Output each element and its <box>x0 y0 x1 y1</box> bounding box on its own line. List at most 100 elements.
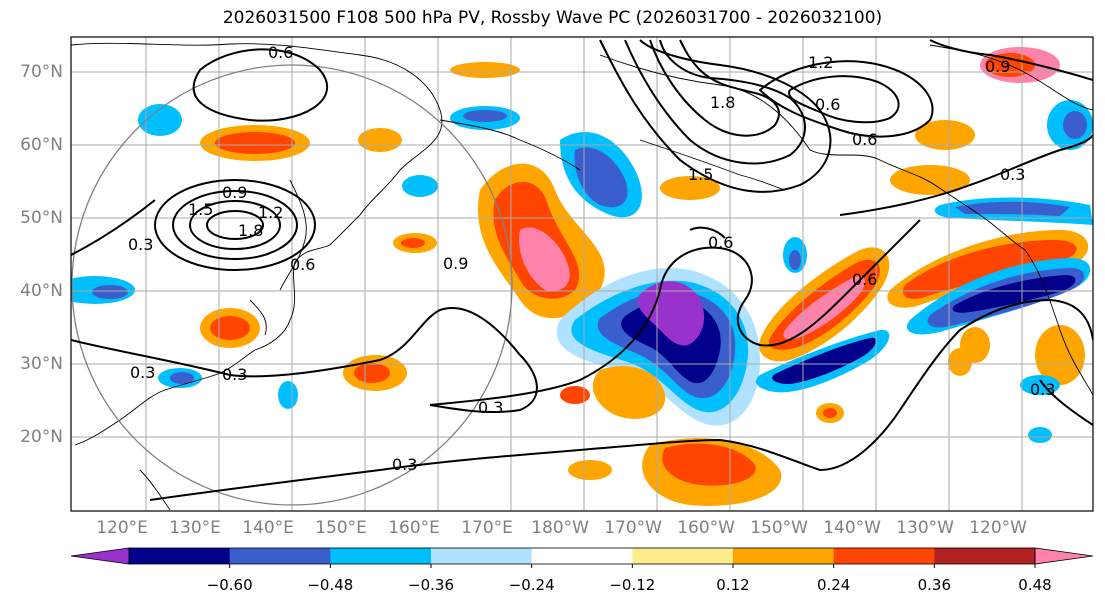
lon-tick-label: 160°E <box>388 518 440 538</box>
lon-tick-label: 170°W <box>604 518 662 538</box>
colorbar-outline <box>128 547 1036 565</box>
colorbar-tick-label: 0.48 <box>1018 576 1052 594</box>
contour-label: 0.6 <box>268 43 293 62</box>
shade-region <box>278 381 298 409</box>
lat-tick-label: 30°N <box>20 354 63 375</box>
colorbar-tick-label: −0.48 <box>307 576 354 594</box>
shade-region <box>354 363 390 383</box>
colorbar-segment <box>129 548 231 564</box>
colorbar-extend-low <box>70 547 130 565</box>
contour-label: 1.8 <box>238 221 263 240</box>
contour-label: 0.3 <box>130 363 155 382</box>
colorbar <box>70 547 1094 568</box>
gridlines <box>71 37 1093 511</box>
colorbar-segment <box>733 548 835 564</box>
contour-label: 0.6 <box>852 130 877 149</box>
contour-label: 0.3 <box>478 398 503 417</box>
contour-label: 1.2 <box>808 53 833 72</box>
shade-region <box>823 408 837 418</box>
lon-tick-label: 120°E <box>96 518 148 538</box>
shade-region <box>560 386 590 404</box>
lon-tick-label: 130°W <box>896 518 954 538</box>
pv-contours <box>71 39 1093 501</box>
contour-label: 0.3 <box>128 235 153 254</box>
lon-tick-label: 180°W <box>531 518 589 538</box>
shade-region <box>662 443 756 486</box>
shade-region <box>955 201 1070 216</box>
shade-region <box>789 250 801 270</box>
contour-label: 0.6 <box>852 270 877 289</box>
colorbar-tick-label: −0.36 <box>408 576 454 594</box>
contour-label: 1.8 <box>710 93 735 112</box>
contour-label: 0.3 <box>392 455 417 474</box>
shade-region <box>210 316 250 340</box>
shade-region <box>1028 427 1052 443</box>
contour-label: 0.3 <box>222 365 247 384</box>
lon-tick-label: 160°W <box>677 518 735 538</box>
contour-label: 0.9 <box>985 57 1010 76</box>
contour-label: 0.6 <box>708 233 733 252</box>
lon-tick-label: 150°E <box>315 518 367 538</box>
colorbar-tick-label: −0.60 <box>206 576 253 594</box>
shade-region <box>358 128 402 152</box>
colorbar-extend-high <box>1034 547 1094 565</box>
shade-region <box>915 120 975 150</box>
lon-tick-label: 140°E <box>242 518 294 538</box>
lon-tick-label: 170°E <box>461 518 513 538</box>
shade-region <box>1035 325 1085 385</box>
shade-region <box>519 227 570 292</box>
shade-region <box>568 460 612 480</box>
shade-region <box>1020 375 1060 395</box>
shade-region <box>592 366 666 419</box>
lat-tick-label: 70°N <box>20 62 63 83</box>
contour-label: 0.6 <box>290 255 315 274</box>
shade-region <box>948 348 972 376</box>
shade-region <box>783 276 866 340</box>
contour-label: 1.5 <box>188 200 213 219</box>
colorbar-tick-label: −0.12 <box>609 576 656 594</box>
shade-region <box>138 104 182 136</box>
shade-region <box>215 132 295 154</box>
contour-label: 0.6 <box>815 95 840 114</box>
contour-label: 0.9 <box>443 254 468 273</box>
shade-region <box>574 147 628 208</box>
shade-region <box>1063 111 1087 139</box>
pv-shading <box>71 47 1093 506</box>
map-title: 2026031500 F108 500 hPa PV, Rossby Wave … <box>222 8 883 28</box>
contour-label: 1.2 <box>258 203 283 222</box>
shade-region <box>402 175 438 197</box>
colorbar-segment <box>833 548 935 564</box>
shade-region <box>401 238 425 248</box>
map-frame <box>70 36 1094 512</box>
colorbar-tick-label: 0.24 <box>816 576 851 594</box>
colorbar-segment <box>229 548 331 564</box>
colorbar-segment <box>632 548 734 564</box>
lon-tick-label: 140°W <box>823 518 881 538</box>
contour-label: 1.5 <box>688 165 713 184</box>
contour-labels: 0.6 0.9 1.5 1.2 1.8 0.3 0.9 0.6 0.3 0.3 … <box>128 43 1055 474</box>
shade-region <box>637 281 705 346</box>
range-circle <box>71 64 513 506</box>
colorbar-segment <box>531 548 633 564</box>
shade-region <box>92 285 128 299</box>
colorbar-tick-label: 0.12 <box>716 576 750 594</box>
colorbar-tick-label: 0.36 <box>917 576 952 594</box>
shade-region <box>660 176 720 200</box>
shade-region <box>463 110 507 122</box>
lon-tick-label: 130°E <box>169 518 221 538</box>
shade-region <box>902 240 1077 299</box>
shade-region <box>952 275 1076 313</box>
shade-region <box>450 62 520 78</box>
lat-tick-label: 40°N <box>20 281 63 302</box>
colorbar-segment <box>330 548 432 564</box>
contour-label: 0.9 <box>222 183 247 202</box>
lon-tick-label: 120°W <box>969 518 1027 538</box>
contour-label: 0.3 <box>1000 165 1025 184</box>
colorbar-segment <box>934 548 1036 564</box>
contour-label: 0.3 <box>1030 380 1055 399</box>
lat-tick-label: 60°N <box>20 135 63 156</box>
shade-region <box>772 337 876 385</box>
colorbar-segment <box>431 548 533 564</box>
lat-tick-label: 20°N <box>20 427 63 448</box>
